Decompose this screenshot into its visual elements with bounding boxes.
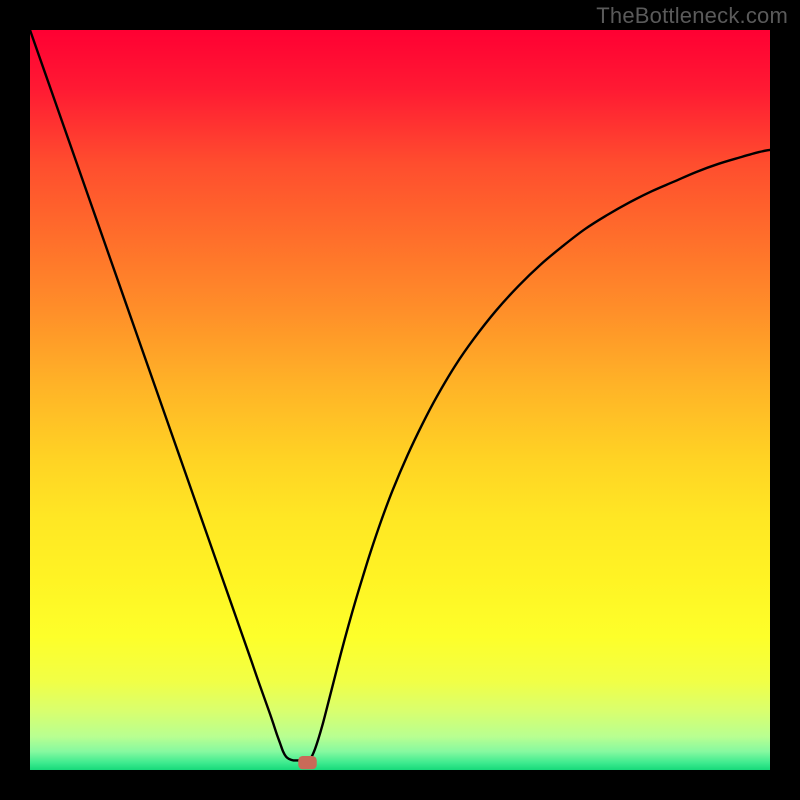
min-marker — [298, 756, 317, 769]
plot-area — [30, 30, 770, 770]
chart-svg — [30, 30, 770, 770]
chart-container: TheBottleneck.com — [0, 0, 800, 800]
watermark-text: TheBottleneck.com — [596, 3, 788, 29]
plot-background — [30, 30, 770, 770]
